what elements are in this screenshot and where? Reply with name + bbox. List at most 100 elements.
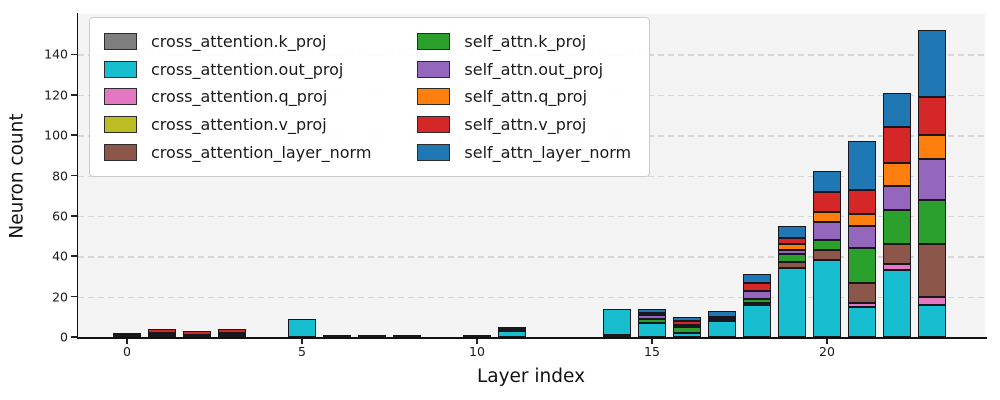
- bar-segment-self_attn.q_proj: [778, 244, 806, 251]
- bar-segment-cross_attention.k_proj: [463, 334, 491, 337]
- legend-item-cross_attention_layer_norm: cross_attention_layer_norm: [104, 138, 371, 166]
- y-axis-label: Neuron count: [6, 113, 28, 239]
- bar-segment-self_attn.k_proj: [498, 328, 526, 331]
- bar-segment-self_attn.k_proj: [743, 298, 771, 303]
- bar-segment-self_attn.k_proj: [778, 254, 806, 263]
- bar-segment-self_attn.out_proj: [918, 159, 946, 200]
- gridline-y-40: [78, 256, 985, 258]
- legend: cross_attention.k_proj cross_attention.ou…: [89, 17, 651, 177]
- bar-segment-self_attn.q_proj: [883, 163, 911, 186]
- legend-item-self_attn.out_proj: self_attn.out_proj: [417, 56, 631, 84]
- bar-segment-self_attn.k_proj: [918, 199, 946, 245]
- bar-segment-self_attn.k_proj: [673, 326, 701, 333]
- legend-swatch-cross_attention.k_proj: [104, 33, 137, 51]
- bar-layer-1: [148, 328, 176, 337]
- bar-layer-8: [393, 334, 421, 337]
- legend-swatch-cross_attention_layer_norm: [104, 143, 137, 161]
- legend-label: cross_attention.v_proj: [151, 115, 327, 135]
- legend-swatch-cross_attention.q_proj: [104, 88, 137, 106]
- bar-segment-self_attn.q_proj: [848, 213, 876, 226]
- x-tick-label-10: 10: [469, 344, 485, 359]
- bar-segment-cross_attention.out_proj: [778, 268, 806, 337]
- bar-segment-cross_attention.out_proj: [848, 306, 876, 337]
- bar-segment-self_attn.out_proj: [673, 324, 701, 327]
- bar-segment-self_attn.out_proj: [813, 221, 841, 241]
- bar-segment-self_attn_layer_norm: [918, 30, 946, 97]
- legend-item-self_attn.q_proj: self_attn.q_proj: [417, 83, 631, 111]
- bar-layer-2: [183, 330, 211, 337]
- bar-segment-cross_attention.out_proj: [918, 304, 946, 337]
- bar-layer-14: [603, 308, 631, 337]
- bar-segment-cross_attention.v_proj: [218, 334, 246, 337]
- bar-segment-self_attn.v_proj: [813, 191, 841, 212]
- legend-swatch-self_attn_layer_norm: [417, 143, 451, 161]
- bar-layer-5: [288, 318, 316, 337]
- legend-swatch-cross_attention.v_proj: [104, 116, 137, 134]
- bar-segment-self_attn.out_proj: [743, 290, 771, 299]
- bar-segment-self_attn.k_proj: [638, 318, 666, 323]
- legend-label: self_attn.k_proj: [464, 32, 587, 52]
- legend-swatch-self_attn.k_proj: [417, 33, 451, 51]
- bar-layer-16: [673, 316, 701, 337]
- legend-label: self_attn.v_proj: [464, 115, 587, 135]
- bar-layer-6: [323, 334, 351, 337]
- legend-swatch-self_attn.q_proj: [417, 88, 451, 106]
- bar-segment-cross_attention.v_proj: [183, 334, 211, 337]
- y-tick-label-20: 20: [52, 289, 68, 305]
- y-tick-label-60: 60: [52, 208, 68, 224]
- legend-item-self_attn.v_proj: self_attn.v_proj: [417, 111, 631, 139]
- legend-label: cross_attention.k_proj: [151, 32, 327, 52]
- bar-segment-self_attn.v_proj: [183, 330, 211, 335]
- x-tick-mark-0: [126, 339, 128, 344]
- x-axis-spine: [76, 337, 987, 339]
- y-tick-label-0: 0: [60, 329, 68, 345]
- bar-segment-self_attn.out_proj: [848, 225, 876, 249]
- bar-segment-self_attn.v_proj: [778, 238, 806, 245]
- y-tick-mark-0: [71, 336, 77, 338]
- bar-segment-self_attn_layer_norm: [498, 326, 526, 329]
- x-tick-label-15: 15: [644, 344, 660, 359]
- bar-segment-cross_attention_layer_norm: [813, 250, 841, 261]
- y-tick-mark-100: [71, 134, 77, 136]
- legend-label: self_attn.q_proj: [464, 87, 588, 107]
- x-tick-label-20: 20: [819, 344, 835, 359]
- legend-item-cross_attention.out_proj: cross_attention.out_proj: [104, 56, 371, 84]
- bar-layer-0: [113, 332, 141, 337]
- bar-segment-cross_attention_layer_norm: [883, 244, 911, 265]
- bar-layer-11: [498, 326, 526, 337]
- legend-item-self_attn_layer_norm: self_attn_layer_norm: [417, 138, 631, 166]
- legend-label: cross_attention_layer_norm: [151, 142, 372, 162]
- legend-item-self_attn.k_proj: self_attn.k_proj: [417, 28, 631, 56]
- bar-segment-self_attn.k_proj: [218, 332, 246, 335]
- bar-segment-cross_attention.q_proj: [848, 302, 876, 307]
- gridline-y-60: [78, 215, 985, 218]
- x-tick-mark-5: [301, 339, 303, 344]
- bar-segment-self_attn.v_proj: [638, 312, 666, 315]
- y-tick-mark-120: [71, 93, 77, 96]
- bar-segment-self_attn.v_proj: [673, 320, 701, 325]
- bar-segment-cross_attention.out_proj: [883, 270, 911, 337]
- bar-segment-cross_attention.out_proj: [638, 322, 666, 337]
- y-tick-label-140: 140: [44, 46, 68, 62]
- bar-segment-cross_attention.out_proj: [673, 332, 701, 337]
- y-tick-label-100: 100: [44, 127, 68, 143]
- legend-item-cross_attention.v_proj: cross_attention.v_proj: [104, 111, 371, 139]
- legend-label: cross_attention.out_proj: [151, 59, 344, 79]
- x-tick-mark-10: [476, 339, 478, 344]
- x-tick-label-5: 5: [298, 344, 306, 359]
- bar-layer-10: [463, 334, 491, 337]
- x-tick-mark-15: [651, 339, 653, 344]
- x-axis-label: Layer index: [476, 366, 586, 387]
- y-tick-mark-20: [71, 295, 77, 298]
- bar-segment-cross_attention.v_proj: [323, 334, 351, 337]
- bar-segment-self_attn.q_proj: [918, 135, 946, 160]
- bar-segment-self_attn.out_proj: [778, 250, 806, 255]
- legend-item-cross_attention.k_proj: cross_attention.k_proj: [104, 28, 371, 56]
- bar-segment-self_attn.v_proj: [848, 189, 876, 214]
- bar-segment-cross_attention.v_proj: [148, 334, 176, 337]
- bar-segment-self_attn.k_proj: [813, 240, 841, 251]
- bar-segment-self_attn_layer_norm: [743, 274, 771, 283]
- bar-segment-cross_attention.out_proj: [288, 318, 316, 337]
- bar-segment-self_attn.v_proj: [743, 282, 771, 291]
